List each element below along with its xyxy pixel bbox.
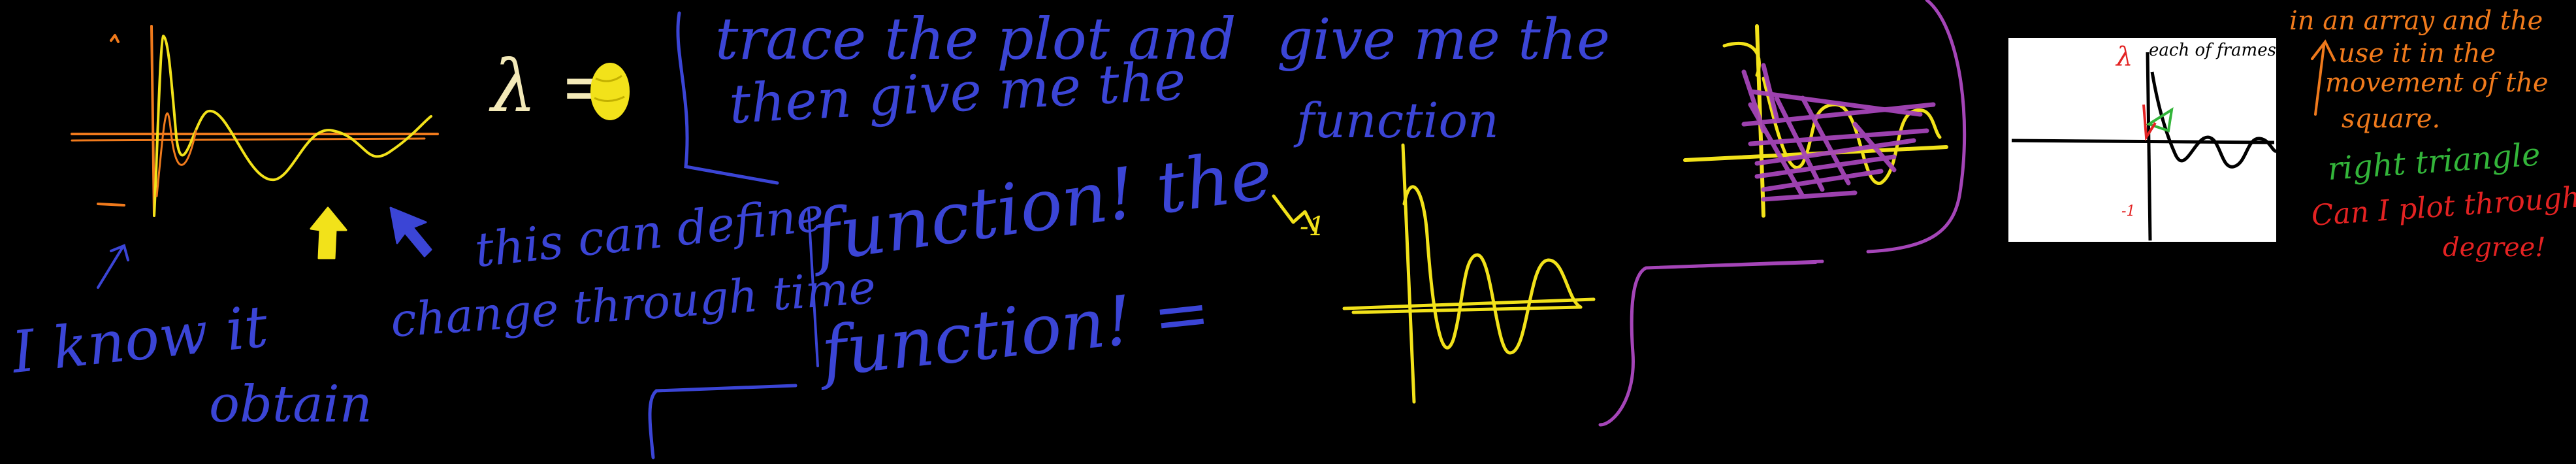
give-me-the-note: give me the [1277,7,1610,73]
can-plot-line-2: degree! [2443,233,2545,263]
change-through-time-note: change through time [389,260,877,348]
in-array-line-1: in an array and the [2289,6,2543,36]
trace-plot-line-1: trace the plot and [715,5,1236,73]
in-array-line-4: square. [2342,104,2440,134]
yellow-arrow-cursor-icon [310,207,347,259]
thumbnail-tick: -1 [2121,203,2135,220]
bracket-mark [807,208,819,367]
function-small-note: function [1293,93,1499,149]
right-triangle-note: right triangle [2326,136,2541,188]
tick-label: -1 [1300,212,1325,242]
can-plot-line-1: Can I plot through [2310,180,2576,233]
purple-hatch-sketch [1598,0,1967,427]
yellow-sine-sketch: -1 [1272,143,1596,404]
thumbnail-side-mark [2261,214,2276,218]
function-the-note: function! the [804,133,1277,279]
plot-thumbnail[interactable]: λ each of frames -1 [2008,38,2278,242]
in-array-line-2: use it in the [2338,39,2496,69]
blue-arrow-cursor-icon [389,207,432,257]
thumbnail-caption: each of frames [2149,41,2276,60]
small-arrow-up [97,244,129,289]
sun-icon [590,63,630,120]
i-know-it-note: I know it [7,292,271,386]
connector-curve [648,384,797,459]
brace-left [676,11,779,185]
obtain-note: obtain [209,375,372,434]
orange-arrow [2311,39,2336,116]
this-can-define-note: this can define [472,186,826,278]
thumbnail-lambda: λ [2115,42,2133,72]
in-array-line-3: movement of the [2325,68,2549,98]
orange-wave-sketch [71,25,439,217]
